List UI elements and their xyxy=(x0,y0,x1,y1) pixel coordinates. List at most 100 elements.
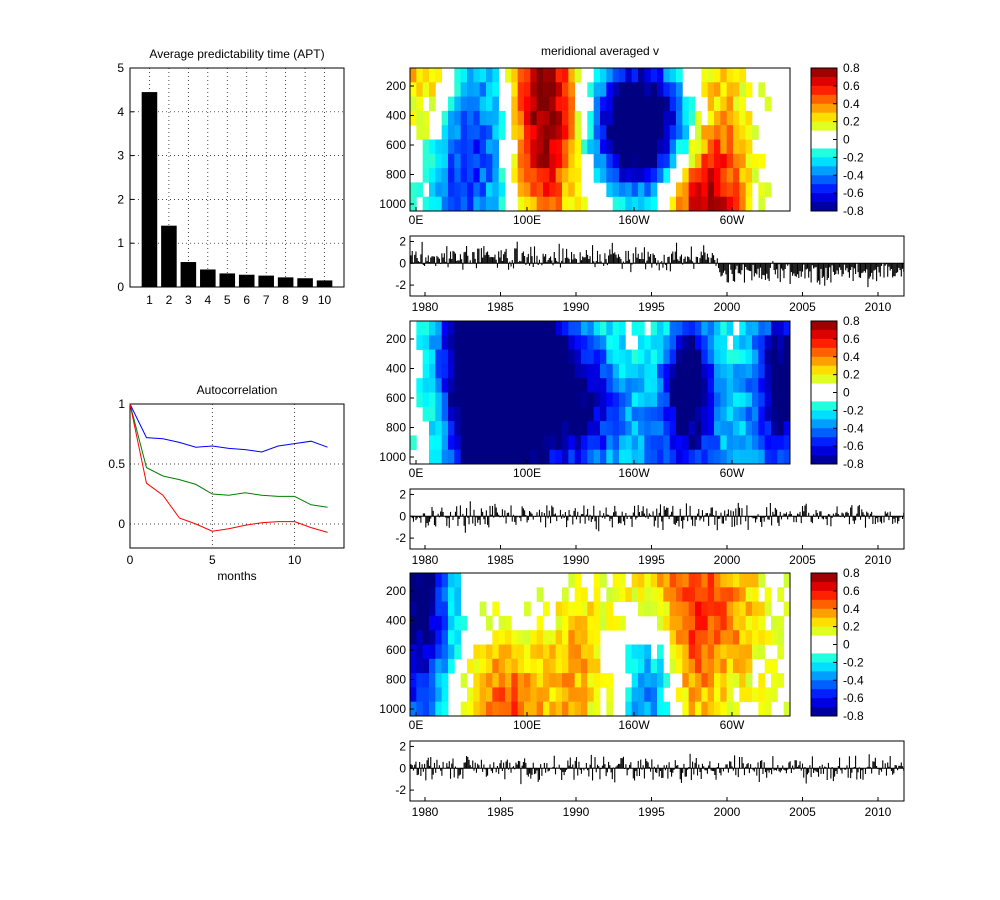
heatmap-cell xyxy=(536,139,544,155)
heatmap-cell xyxy=(467,363,474,379)
apt-ytick-label: 2 xyxy=(117,192,124,206)
heatmap-cell xyxy=(777,644,785,660)
heatmap-cell xyxy=(669,406,677,422)
heatmap-cell xyxy=(733,125,740,140)
heatmap-cell xyxy=(733,392,740,408)
heatmap-cell xyxy=(562,378,569,393)
heatmap-cell xyxy=(543,153,550,169)
heatmap-cell xyxy=(448,449,455,465)
heatmap-cell xyxy=(726,321,734,336)
heatmap-cell xyxy=(593,701,601,717)
heatmap-cell xyxy=(441,644,449,660)
heatmap-cell xyxy=(720,406,728,422)
heatmap-cell xyxy=(619,68,626,83)
heatmap-cell xyxy=(638,182,645,198)
heatmap-cell xyxy=(536,673,544,688)
heatmap-cell xyxy=(435,601,443,617)
heatmap-cell xyxy=(714,378,721,393)
hovmoller-panel-2: 0E 100E 160W 60W20040060080010000.80.60.40.… xyxy=(379,314,864,480)
heatmap-cell xyxy=(619,335,626,350)
heatmap-cell xyxy=(574,449,582,465)
heatmap-cell xyxy=(511,125,519,140)
heatmap-cell xyxy=(410,630,417,645)
heatmap-cell xyxy=(657,573,664,588)
heatmap-cell xyxy=(536,196,544,212)
heatmap-cell xyxy=(625,392,633,408)
heatmap-cell xyxy=(783,449,791,465)
heatmap-cell xyxy=(410,615,417,631)
heatmap-cell xyxy=(549,392,557,408)
heatmap-cell xyxy=(454,601,462,617)
heatmap-cell xyxy=(606,601,614,617)
heatmap-cell xyxy=(530,110,538,126)
heatmap-cell xyxy=(429,644,436,660)
heatmap-cell xyxy=(416,601,424,617)
heatmap-cell xyxy=(638,701,645,717)
heatmap-cell xyxy=(562,687,569,703)
heatmap-cell xyxy=(707,630,715,645)
heatmap-cell xyxy=(536,182,544,198)
heatmap-cell xyxy=(771,673,778,688)
heatmap-cell xyxy=(549,630,557,645)
heatmap-cell xyxy=(619,363,626,379)
heatmap-cell xyxy=(682,196,690,212)
heatmap-cell xyxy=(657,687,664,703)
heatmap-cell xyxy=(530,363,538,379)
heatmap-cell xyxy=(688,630,696,645)
ts-ytick-label: -2 xyxy=(395,783,406,797)
heatmap-cell xyxy=(619,573,626,588)
heatmap-cell xyxy=(492,687,500,703)
heatmap-cell xyxy=(479,601,487,617)
heatmap-cell xyxy=(657,449,664,465)
heatmap-cell xyxy=(530,321,538,336)
heatmap-cell xyxy=(543,82,550,97)
apt-xtick-label: 6 xyxy=(243,293,250,307)
heatmap-cell xyxy=(524,349,531,365)
heatmap-cell xyxy=(587,630,595,645)
heatmap-cell xyxy=(606,363,614,379)
heatmap-cell xyxy=(429,378,436,393)
heatmap-cell xyxy=(758,644,766,660)
heatmap-cell xyxy=(714,449,721,465)
heatmap-cell xyxy=(448,96,455,112)
heatmap-cell xyxy=(568,421,576,436)
heatmap-cell xyxy=(429,601,436,617)
heatmap-cell xyxy=(524,125,531,140)
heatmap-cell xyxy=(714,110,721,126)
heatmap-cell xyxy=(498,673,506,688)
heatmap-cell xyxy=(676,449,683,465)
heatmap-cell xyxy=(511,82,519,97)
heatmap-cell xyxy=(663,435,671,451)
heatmap-cell xyxy=(555,349,563,365)
heatmap-cell xyxy=(650,687,658,703)
heatmap-cell xyxy=(448,153,455,169)
ts-ytick-label: 2 xyxy=(399,234,406,248)
heatmap-cell xyxy=(612,96,620,112)
colorbar-step xyxy=(811,392,837,402)
heatmap-cell xyxy=(593,406,601,422)
heatmap-cell xyxy=(524,68,531,83)
heatmap-cell xyxy=(460,335,468,350)
heatmap-cell xyxy=(492,321,500,336)
heatmap-cell xyxy=(460,82,468,97)
heatmap-cell xyxy=(606,153,614,169)
heatmap-cell xyxy=(410,644,417,660)
heatmap-cell xyxy=(441,349,449,365)
heatmap-cell xyxy=(619,615,626,631)
heatmap-cell xyxy=(460,153,468,169)
heatmap-frame xyxy=(409,572,791,717)
heatmap-cell xyxy=(422,378,430,393)
heatmap-cell xyxy=(524,406,531,422)
heatmap-cell xyxy=(638,68,645,83)
heatmap-cell xyxy=(714,615,721,631)
heatmap-cell xyxy=(745,658,753,674)
heatmap-cell xyxy=(536,321,544,336)
colorbar-step xyxy=(811,112,837,123)
heatmap-cell xyxy=(650,68,658,83)
heatmap-cell xyxy=(486,182,493,198)
heatmap-cell xyxy=(416,630,424,645)
heatmap-cell xyxy=(707,196,715,212)
heatmap-cell xyxy=(416,658,424,674)
heatmap-cell xyxy=(486,196,493,212)
heatmap-cell xyxy=(543,601,550,617)
